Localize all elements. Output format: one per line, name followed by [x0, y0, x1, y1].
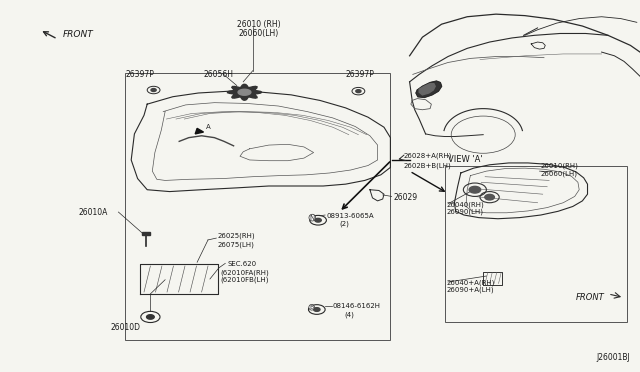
Polygon shape [227, 84, 262, 100]
Text: FRONT: FRONT [63, 30, 93, 39]
Text: 26056H: 26056H [204, 70, 234, 79]
Text: 26040(RH): 26040(RH) [447, 201, 484, 208]
Polygon shape [238, 89, 251, 95]
Text: (62010FB(LH): (62010FB(LH) [221, 277, 269, 283]
Circle shape [356, 90, 361, 93]
Circle shape [469, 186, 481, 193]
Circle shape [147, 315, 154, 319]
Text: J26001BJ: J26001BJ [596, 353, 630, 362]
Circle shape [315, 218, 321, 222]
Text: (62010FA(RH): (62010FA(RH) [221, 269, 269, 276]
Polygon shape [195, 128, 204, 134]
Text: B: B [310, 305, 314, 310]
Text: 26397P: 26397P [346, 70, 374, 79]
Text: SEC.620: SEC.620 [227, 261, 257, 267]
Text: 2602B+B(LH): 2602B+B(LH) [403, 162, 451, 169]
Text: 26075(LH): 26075(LH) [218, 241, 255, 248]
Text: FRONT: FRONT [576, 293, 605, 302]
Bar [125, 73, 390, 340]
Polygon shape [419, 84, 435, 95]
Text: VIEW 'A': VIEW 'A' [448, 155, 483, 164]
Circle shape [151, 89, 156, 92]
Text: (2): (2) [339, 221, 349, 227]
Text: 26010A: 26010A [78, 208, 108, 217]
Text: 26090(LH): 26090(LH) [447, 209, 484, 215]
Text: 26010(RH): 26010(RH) [541, 162, 579, 169]
Text: 26040+A(RH): 26040+A(RH) [447, 279, 495, 286]
Text: N: N [310, 215, 315, 221]
Text: 26060(LH): 26060(LH) [239, 29, 279, 38]
Text: 26028+A(RH): 26028+A(RH) [403, 153, 452, 160]
Text: 08913-6065A: 08913-6065A [326, 213, 374, 219]
Text: 26090+A(LH): 26090+A(LH) [447, 287, 494, 294]
Bar [445, 166, 627, 322]
Text: 26025(RH): 26025(RH) [218, 233, 255, 240]
Bar [142, 232, 150, 235]
Text: 26029: 26029 [394, 193, 418, 202]
Circle shape [314, 308, 320, 311]
Text: 26010 (RH): 26010 (RH) [237, 20, 280, 29]
Text: 26010D: 26010D [111, 323, 141, 332]
Polygon shape [416, 81, 442, 97]
Text: 08146-6162H: 08146-6162H [333, 303, 381, 309]
Text: 26397P: 26397P [125, 70, 154, 79]
Text: A: A [206, 124, 211, 130]
Text: (4): (4) [344, 311, 354, 318]
Circle shape [485, 195, 495, 200]
Text: 26060(LH): 26060(LH) [541, 170, 578, 177]
